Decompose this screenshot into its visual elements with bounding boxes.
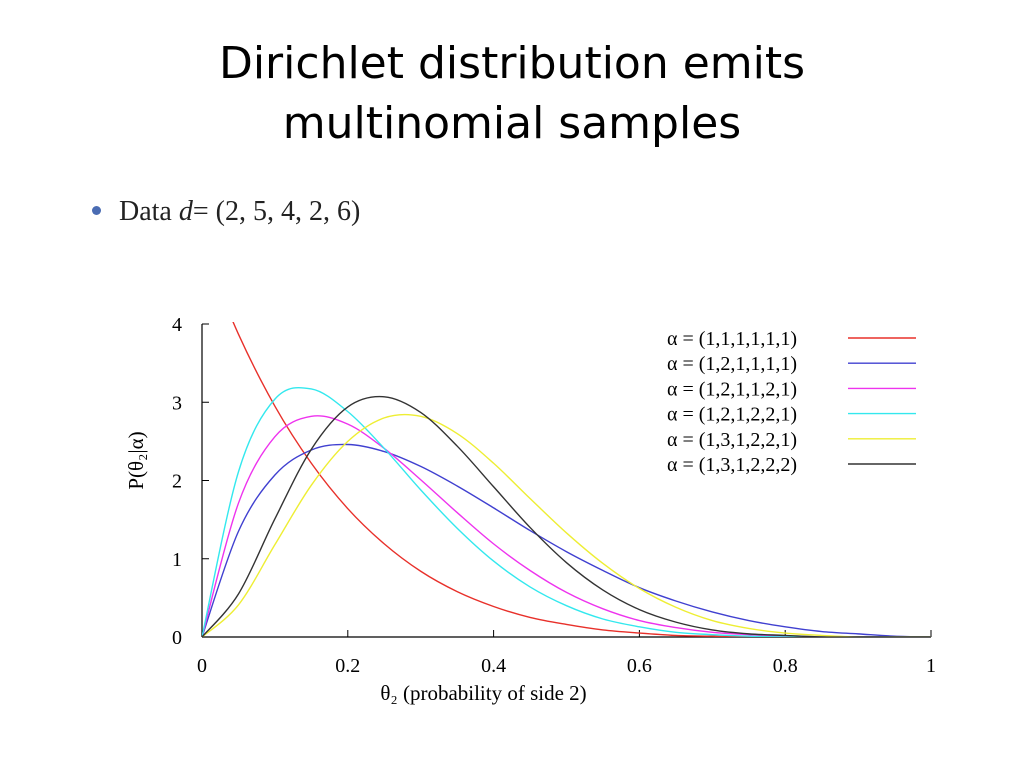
bullet-equation: = (2, 5, 4, 2, 6)	[192, 196, 361, 227]
legend-label-4: α = (1,2,1,2,2,1)	[667, 404, 797, 426]
legend-label-1: α = (1,1,1,1,1,1)	[667, 328, 797, 350]
y-axis-label: P(θ₂|α)	[124, 431, 148, 489]
legend-label-5: α = (1,3,1,2,2,1)	[667, 429, 797, 451]
x-tick-label: 0	[197, 655, 207, 677]
title-line-2: multinomial samples	[282, 98, 742, 149]
slide-title: Dirichlet distribution emits multinomial…	[0, 34, 1024, 154]
y-tick-label: 0	[172, 627, 182, 649]
bullet-variable: d	[178, 196, 193, 227]
y-tick-label: 4	[172, 314, 182, 336]
y-tick-label: 1	[172, 549, 182, 571]
bullet-dot-icon	[92, 205, 101, 215]
x-tick-label: 0.4	[481, 655, 506, 677]
y-tick-label: 2	[172, 471, 182, 493]
y-tick-label: 3	[172, 392, 182, 414]
x-tick-label: 0.2	[335, 655, 360, 677]
series-line-6	[202, 395, 931, 637]
x-tick-label: 0.6	[627, 655, 652, 677]
legend-label-6: α = (1,3,1,2,2,2)	[667, 454, 797, 476]
title-line-1: Dirichlet distribution emits	[218, 38, 806, 89]
x-tick-label: 1	[926, 655, 936, 677]
x-axis-label: θ₂ (probability of side 2)	[380, 681, 586, 705]
series-line-5	[202, 413, 931, 637]
data-bullet: Data d = (2, 5, 4, 2, 6)	[92, 196, 360, 228]
series-line-1	[232, 322, 931, 637]
legend-label-3: α = (1,2,1,1,2,1)	[667, 378, 797, 400]
legend-label-2: α = (1,2,1,1,1,1)	[667, 353, 797, 375]
x-tick-label: 0.8	[773, 655, 798, 677]
series-line-2	[202, 443, 931, 637]
bullet-label: Data	[119, 196, 172, 227]
series-line-4	[202, 386, 931, 637]
